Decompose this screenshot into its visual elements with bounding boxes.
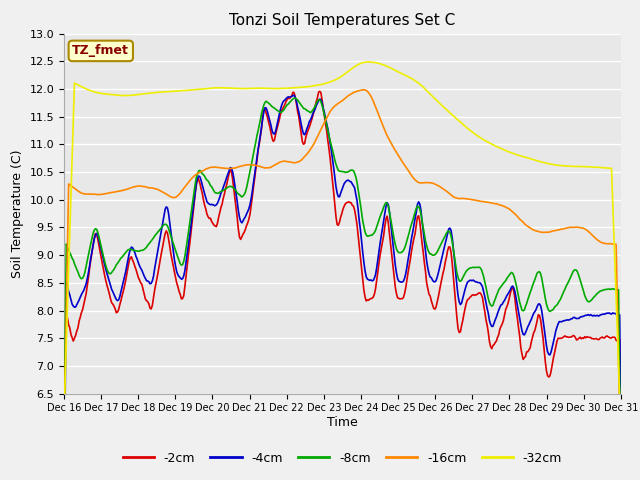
X-axis label: Time: Time — [327, 416, 358, 429]
Legend: -2cm, -4cm, -8cm, -16cm, -32cm: -2cm, -4cm, -8cm, -16cm, -32cm — [118, 447, 567, 469]
Y-axis label: Soil Temperature (C): Soil Temperature (C) — [11, 149, 24, 278]
Text: TZ_fmet: TZ_fmet — [72, 44, 129, 58]
Title: Tonzi Soil Temperatures Set C: Tonzi Soil Temperatures Set C — [229, 13, 456, 28]
